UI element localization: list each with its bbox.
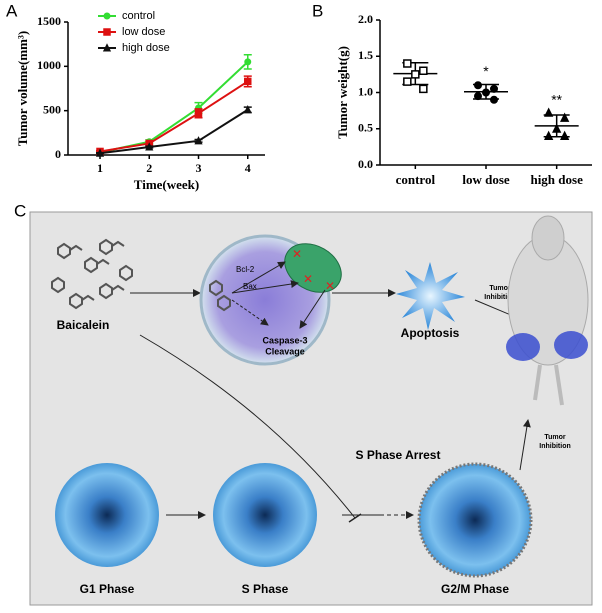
marker bbox=[482, 88, 490, 97]
marker bbox=[95, 148, 105, 157]
series-line bbox=[99, 108, 249, 155]
y-tick-label: 0.0 bbox=[358, 157, 373, 171]
marker bbox=[419, 84, 428, 94]
marker bbox=[194, 109, 203, 118]
label: Caspase-3 bbox=[262, 335, 307, 345]
arrow bbox=[519, 419, 531, 471]
x-tick-label: high dose bbox=[530, 172, 583, 187]
label: G2/M Phase bbox=[441, 582, 509, 596]
marker bbox=[243, 105, 252, 114]
marker bbox=[490, 84, 498, 93]
label: Bcl-2 bbox=[236, 265, 255, 274]
y-tick-label: 1.0 bbox=[358, 84, 373, 98]
label: Inhibition bbox=[484, 294, 516, 301]
y-axis-label: Tumor volume(mm³) bbox=[15, 31, 30, 146]
marker bbox=[411, 70, 420, 79]
marker bbox=[560, 130, 570, 140]
series-line bbox=[99, 80, 249, 153]
panel-label: A bbox=[6, 1, 18, 20]
marker bbox=[544, 130, 554, 140]
series-line bbox=[99, 61, 249, 154]
marker bbox=[544, 107, 554, 117]
mouse bbox=[506, 215, 589, 406]
marker bbox=[244, 77, 252, 86]
marker bbox=[403, 77, 412, 86]
annotation: * bbox=[483, 63, 489, 79]
x-tick-label: control bbox=[396, 172, 436, 187]
y-tick-label: 1000 bbox=[37, 58, 61, 72]
y-tick-label: 2.0 bbox=[358, 12, 373, 26]
inhibit-mark: ✕ bbox=[292, 247, 302, 261]
panel-label: C bbox=[14, 201, 26, 220]
label: Tumor bbox=[544, 434, 566, 441]
marker bbox=[474, 81, 482, 90]
x-axis-label: Time(week) bbox=[134, 177, 199, 192]
label: Cleavage bbox=[265, 346, 305, 356]
y-tick-label: 1.5 bbox=[358, 48, 373, 62]
legend-label: high dose bbox=[122, 42, 170, 54]
annotation: ** bbox=[551, 92, 562, 108]
label: Baicalein bbox=[57, 318, 110, 332]
marker bbox=[552, 123, 562, 133]
pathway-arrows bbox=[231, 261, 326, 329]
panel-label: B bbox=[312, 1, 323, 20]
label: Tumor bbox=[489, 285, 511, 292]
label: S Phase bbox=[242, 582, 289, 596]
y-tick-label: 0.5 bbox=[358, 121, 373, 135]
y-tick-label: 500 bbox=[43, 102, 61, 116]
label: Apoptosis bbox=[401, 326, 460, 340]
marker bbox=[560, 112, 570, 122]
y-tick-label: 0 bbox=[55, 147, 61, 161]
inhibit-mark: ✕ bbox=[325, 279, 335, 293]
marker bbox=[145, 142, 154, 151]
marker bbox=[490, 95, 498, 104]
cell bbox=[417, 462, 533, 578]
cell bbox=[55, 463, 159, 567]
apoptosis-burst bbox=[396, 262, 465, 330]
x-tick-label: low dose bbox=[462, 172, 510, 187]
x-tick-label: 1 bbox=[97, 161, 103, 175]
marker bbox=[419, 66, 428, 75]
marker bbox=[102, 43, 112, 52]
marker bbox=[194, 136, 203, 145]
marker bbox=[403, 59, 412, 68]
marker bbox=[244, 58, 252, 66]
x-tick-label: 4 bbox=[245, 161, 251, 175]
marker bbox=[103, 28, 111, 36]
y-tick-label: 1500 bbox=[37, 14, 61, 28]
label: G1 Phase bbox=[80, 582, 135, 596]
diagram: C Baicalein ✕ ✕ ✕ Bcl-2 Bax Caspase-3 Cl… bbox=[14, 201, 593, 606]
molecules bbox=[51, 238, 133, 310]
x-tick-label: 2 bbox=[146, 161, 152, 175]
x-tick-label: 3 bbox=[196, 161, 202, 175]
cell bbox=[213, 463, 317, 567]
inhibit-mark: ✕ bbox=[303, 272, 313, 286]
label: Inhibition bbox=[539, 443, 571, 450]
marker bbox=[474, 92, 482, 101]
label: Bax bbox=[243, 282, 257, 291]
molecule bbox=[209, 279, 231, 312]
arrest-line bbox=[139, 334, 356, 519]
y-axis-label: Tumor weight(g) bbox=[335, 46, 350, 139]
marker bbox=[103, 12, 111, 20]
legend-label: low dose bbox=[122, 26, 165, 38]
label: S Phase Arrest bbox=[356, 448, 441, 462]
legend-label: control bbox=[122, 10, 155, 22]
